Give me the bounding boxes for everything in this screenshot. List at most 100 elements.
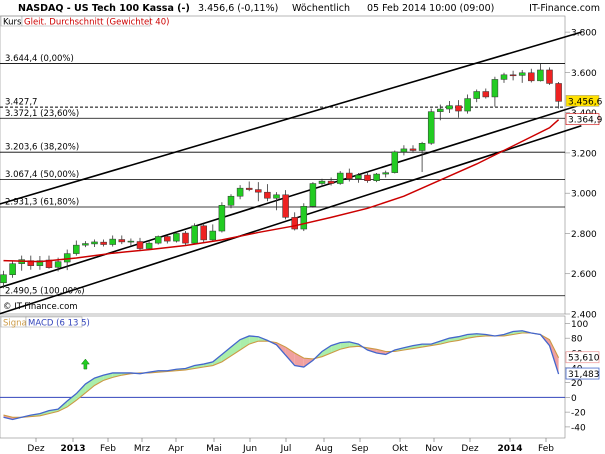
price-y-tick-label: 3.800 xyxy=(571,29,597,39)
macd-fill-segment xyxy=(249,335,259,345)
price-y-tick-label: 2.400 xyxy=(571,311,597,321)
x-tick-label: Dez xyxy=(461,444,478,454)
candle-body xyxy=(82,243,89,246)
x-tick-label: Jun xyxy=(242,444,257,454)
macd-badges: 53,610 31,483 xyxy=(565,351,600,380)
fib-label-bg xyxy=(3,169,89,179)
macd-fill-segment xyxy=(85,378,95,393)
x-tick-label: Nov xyxy=(425,444,443,454)
candle-body xyxy=(127,240,135,243)
price-y-tick-label: 3.600 xyxy=(571,69,597,79)
macd-value-badge xyxy=(565,367,600,380)
candle-body xyxy=(209,230,217,241)
signal-value-badge xyxy=(565,351,600,364)
header-period: Wöchentlich xyxy=(292,3,350,14)
candle-body xyxy=(391,151,399,173)
macd-y-tick-label: -20 xyxy=(571,409,586,419)
macd-fill-segment xyxy=(458,334,468,341)
candle-body xyxy=(509,74,517,77)
candle-body xyxy=(537,69,544,82)
macd-fill-segment xyxy=(413,344,423,349)
candle-body xyxy=(182,232,189,244)
legend-macd-box xyxy=(25,316,83,328)
macd-y-tick-label: 100 xyxy=(571,320,588,330)
ma-line xyxy=(3,119,560,263)
header-quote: 3.456,6 (-0,11%) xyxy=(198,3,278,14)
channel-middle-line xyxy=(0,103,582,289)
channel-upper-line xyxy=(0,31,582,205)
candle-body xyxy=(364,174,371,181)
fib-label-bg xyxy=(3,53,83,63)
candle-body xyxy=(109,238,116,245)
candle-body xyxy=(154,236,162,244)
watermark: © IT-Finance.com xyxy=(3,302,78,312)
fib-label-bg xyxy=(3,142,89,152)
legend-ma: Gleit. Durchschnitt (Gewichtet 40) xyxy=(24,18,169,28)
candle-body xyxy=(500,74,508,80)
candle-body xyxy=(0,274,7,284)
candle-body xyxy=(27,260,35,266)
macd-lines xyxy=(3,330,560,421)
macd-fill-segment xyxy=(349,341,359,348)
fib-label: 2.931,3 (61,80%) xyxy=(5,198,79,208)
x-tick-label: Feb xyxy=(100,444,116,454)
candle-body xyxy=(291,217,298,230)
moving-average xyxy=(3,119,560,263)
candle-body xyxy=(336,172,344,184)
candle-body xyxy=(227,195,235,206)
candle-body xyxy=(54,261,62,268)
candle-body xyxy=(464,98,471,112)
macd-fill xyxy=(3,330,559,420)
macd-value-label: 31,483 xyxy=(568,370,600,380)
macd-fill-segment xyxy=(294,352,304,368)
candle-body xyxy=(173,233,180,242)
candle-body xyxy=(309,183,317,207)
candle-body xyxy=(300,206,308,230)
candle-body xyxy=(437,108,444,112)
price-panel: 3.644,4 (0,00%) 3.427,73.372,1 (23,60%) 3.… xyxy=(0,15,603,321)
fibonacci-levels: 3.644,4 (0,00%) 3.427,73.372,1 (23,60%) 3.… xyxy=(0,53,565,296)
header-brand: IT-Finance.com xyxy=(529,3,600,14)
macd-fill-segment xyxy=(240,335,250,351)
candle-body xyxy=(236,187,244,197)
candle-body xyxy=(73,244,80,254)
macd-panel-frame xyxy=(0,315,566,439)
candle-body xyxy=(355,174,362,179)
candle-body xyxy=(100,241,107,245)
candle-body xyxy=(191,225,198,244)
x-tick-label: Sep xyxy=(352,444,369,454)
candle-body xyxy=(36,260,44,266)
x-axis: Dez 2013 Feb Mrz Apr Mai Jun Jul Aug Sep Okt Nov Dez… xyxy=(27,438,554,454)
candle-body xyxy=(200,225,207,241)
macd-fill-segment xyxy=(67,393,77,407)
x-tick-label: Dez xyxy=(27,444,44,454)
x-tick-label: Feb xyxy=(538,444,554,454)
price-y-tick-label: 2.800 xyxy=(571,230,597,240)
x-tick-label: Jul xyxy=(280,444,292,454)
candlesticks xyxy=(0,63,562,289)
candle-body xyxy=(91,241,98,245)
macd-fill-segment xyxy=(231,339,241,356)
candle-body xyxy=(255,189,262,193)
candle-body xyxy=(427,111,435,144)
candle-body xyxy=(528,72,535,82)
fib-label: 3.644,4 (0,00%) xyxy=(5,54,74,64)
trend-channel xyxy=(0,31,582,315)
candle-body xyxy=(373,173,380,181)
fib-label-bg xyxy=(3,97,42,107)
header-symbol: NASDAQ - US Tech 100 Kassa (-) xyxy=(18,3,190,14)
price-y-tick-label: 3.000 xyxy=(571,190,597,200)
price-badges: 3.456,6 3.364,9 xyxy=(565,95,603,126)
legend-kurs: Kurs xyxy=(3,18,22,28)
header-datetime: 05 Feb 2014 10:00 (09:00) xyxy=(367,3,494,14)
last-price-label: 3.456,6 xyxy=(568,97,603,107)
candle-body xyxy=(273,194,280,199)
signal-value-label: 53,610 xyxy=(568,354,600,364)
header-bar xyxy=(0,0,605,16)
candle-body xyxy=(164,236,171,242)
buy-signal-arrow-icon xyxy=(80,358,90,370)
candle-body xyxy=(327,180,335,184)
fib-label-bg xyxy=(3,197,89,207)
fib-label-bg xyxy=(3,285,94,295)
